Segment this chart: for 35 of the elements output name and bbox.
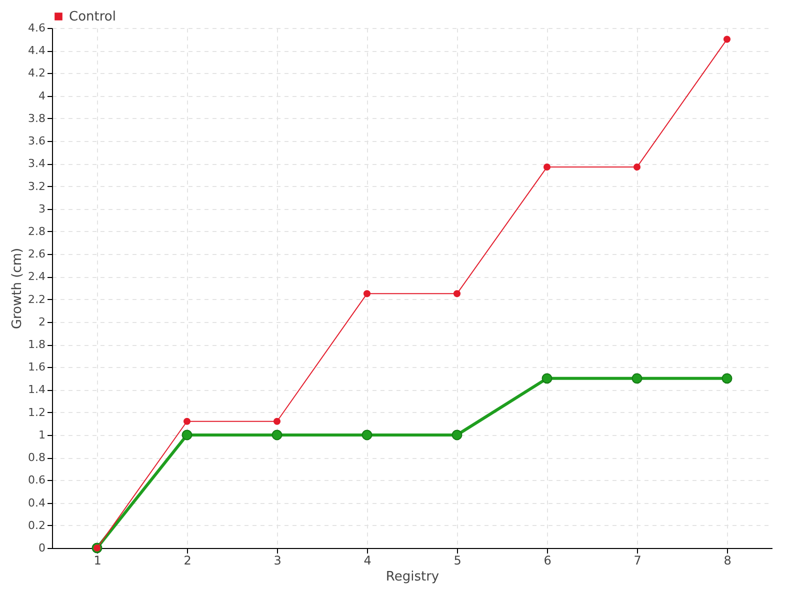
y-tick-label: 0.8 (28, 451, 46, 464)
y-tick-label: 1.8 (28, 338, 46, 352)
x-tick-label: 2 (184, 554, 192, 568)
y-tick-label: 3 (38, 202, 46, 216)
y-tick-label: 0.4 (28, 496, 46, 510)
y-axis-title: Growth (cm) (10, 248, 26, 330)
x-axis-title: Registry (386, 570, 440, 584)
y-tick-label: 4.6 (28, 22, 46, 34)
x-tick-label: 8 (724, 554, 732, 568)
x-tick-label: 3 (274, 554, 282, 568)
y-tick-label: 3.6 (28, 134, 46, 148)
x-tick-label: 7 (634, 554, 642, 568)
y-tick-label: 1.2 (28, 406, 46, 419)
y-tick-label: 0 (38, 542, 46, 554)
y-tick-label: 4.4 (28, 44, 46, 58)
y-tick-label: 1.4 (28, 383, 46, 396)
y-tick-label: 1 (38, 428, 46, 442)
y-tick-label: 3.2 (28, 180, 46, 193)
legend-label: Control (69, 10, 116, 24)
y-tick-label: 0.2 (28, 518, 46, 532)
y-tick-label: 4 (38, 89, 46, 102)
y-tick-label: 2.2 (28, 292, 46, 306)
y-tick-label: 4.2 (28, 66, 46, 80)
y-tick-label: 2.6 (28, 248, 46, 261)
y-tick-label: 2.8 (28, 224, 46, 238)
x-tick-label: 6 (544, 554, 552, 568)
y-tick-label: 0.6 (28, 474, 46, 487)
x-tick-label: 1 (94, 554, 102, 568)
y-tick-label: 2.4 (28, 270, 46, 284)
y-tick-label: 3.8 (28, 112, 46, 125)
x-tick-label: 4 (364, 554, 372, 568)
x-tick-label: 5 (454, 554, 462, 568)
y-tick-label: 3.4 (28, 157, 46, 170)
y-tick-label: 2 (38, 315, 46, 328)
y-tick-label: 1.6 (28, 360, 46, 374)
